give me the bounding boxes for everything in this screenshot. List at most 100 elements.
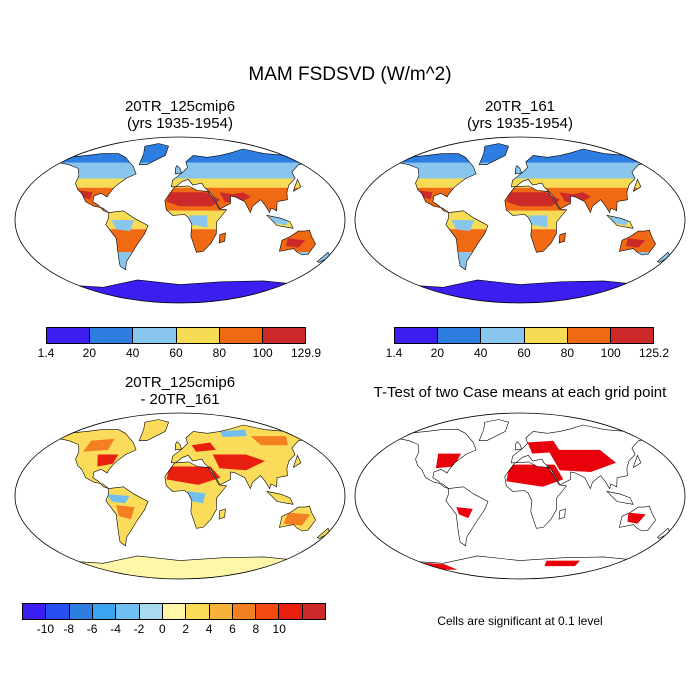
coastline-indonesia [606, 214, 634, 229]
coastline-madagascar [558, 508, 566, 520]
panel4-title: T-Test of two Case means at each grid po… [350, 384, 690, 401]
cb3-tick-label: -6 [86, 622, 98, 636]
cb3-swatch [69, 604, 93, 619]
coastline-antarctica [59, 279, 302, 303]
cb3-swatch [279, 604, 303, 619]
high-value-region [419, 190, 433, 200]
coastline-indonesia [266, 214, 294, 229]
coastline-madagascar [218, 508, 226, 520]
map-panel-case2 [354, 136, 686, 304]
figure-title: MAM FSDSVD (W/m^2) [248, 64, 452, 85]
cb3-swatch [116, 604, 140, 619]
cb2-tick-label: 60 [517, 346, 531, 360]
coastline-indonesia [266, 490, 294, 505]
cb3-tick-label: -10 [36, 622, 55, 636]
coastline-eurasia [511, 148, 651, 214]
cb3-swatch [162, 604, 187, 619]
coastline-africa [504, 461, 568, 529]
coastline-uk [514, 441, 523, 451]
positive-diff-region [166, 466, 221, 485]
panel4-title-line1: T-Test of two Case means at each grid po… [373, 384, 667, 401]
cb1-tick-label: 129.9 [290, 346, 322, 360]
panel3-title: 20TR_125cmip6 - 20TR_161 [30, 374, 330, 408]
cb2-swatch [524, 328, 568, 343]
cb3-swatch [23, 604, 47, 619]
cb3-swatch [232, 604, 257, 619]
cb3-tick-label: 10 [272, 622, 286, 636]
low-value-region [111, 220, 135, 232]
coastline-uk [174, 441, 183, 451]
significant-cells [527, 440, 561, 454]
low-value-region [269, 215, 290, 226]
cb3-swatch [92, 604, 117, 619]
coastline-southamerica [445, 486, 489, 547]
subtropic-band [400, 178, 671, 188]
coastline-africa [164, 461, 228, 529]
coastline-japan [293, 454, 302, 469]
map-boundary [14, 412, 346, 580]
cb2-tick-label: 100 [600, 346, 621, 360]
map-boundary [354, 136, 686, 304]
high-value-region [506, 192, 561, 207]
coastline-australia [279, 505, 316, 532]
coastline-antarctica [399, 555, 642, 579]
cb1-swatch [176, 328, 220, 343]
coastline-africa [504, 185, 568, 253]
colorbar-case2-labels: 1.4 20 40 60 80 100 125.2 [386, 346, 669, 362]
significant-cells [456, 507, 473, 519]
map-panel-ttest [354, 412, 686, 580]
cb3-tick-label: -2 [133, 622, 145, 636]
colorbar-difference [22, 603, 326, 620]
coastline-southamerica [445, 210, 489, 271]
cb2-swatch [481, 328, 525, 343]
coastline-greenland [478, 419, 509, 442]
high-value-region [625, 238, 646, 248]
map-panel-difference [14, 412, 346, 580]
cb3-swatch [139, 604, 163, 619]
cb1-swatch [47, 328, 91, 343]
coastline-japan [293, 178, 302, 193]
colorbar-case1-labels: 1.4 20 40 60 80 100 129.9 [38, 346, 321, 362]
colorbar-case1 [46, 327, 306, 344]
cb3-tick-label: -4 [110, 622, 121, 636]
panel1-title-line2: (yrs 1935-1954) [127, 115, 233, 132]
cb2-tick-label: 125.2 [638, 346, 670, 360]
coastline-eurasia [171, 148, 311, 214]
cb1-swatch [219, 328, 263, 343]
low-value-region [609, 215, 630, 226]
cb1-swatch [262, 328, 306, 343]
cb3-swatch [209, 604, 233, 619]
low-value-region [189, 215, 208, 228]
coastline-eurasia [171, 424, 311, 490]
low-value-region [451, 220, 475, 232]
cb3-tick-label: 8 [252, 622, 260, 636]
coastline-northamerica [399, 429, 477, 489]
cb2-tick-label: 80 [560, 346, 575, 360]
coastline-eurasia [511, 424, 651, 490]
cb1-swatch [90, 328, 134, 343]
midlat-band [60, 162, 331, 179]
panel1-title: 20TR_125cmip6 (yrs 1935-1954) [30, 98, 330, 132]
negative-diff-region [106, 494, 130, 504]
cb1-tick-label: 40 [125, 346, 140, 360]
coastline-southamerica [105, 486, 149, 547]
cb2-swatch [395, 328, 439, 343]
coastline-greenland [138, 143, 169, 166]
significant-cells [506, 464, 564, 487]
moderate-diff-region [250, 436, 288, 446]
cb3-tick-label: 2 [182, 622, 190, 636]
cb2-tick-label: 40 [473, 346, 488, 360]
panel2-title: 20TR_161 (yrs 1935-1954) [370, 98, 670, 132]
cb1-tick-label: 100 [252, 346, 273, 360]
cb3-tick-label: 6 [229, 622, 236, 636]
coastline-northamerica [399, 153, 477, 213]
midlat-band [400, 162, 671, 179]
cb3-tick-label: 4 [205, 622, 213, 636]
panel1-title-line1: 20TR_125cmip6 [124, 98, 236, 115]
coastline-australia [279, 229, 316, 256]
coastline-uk [514, 165, 523, 175]
negative-diff-region [220, 429, 248, 437]
significant-cells [548, 449, 616, 472]
ocean-background [355, 137, 685, 303]
coastline-africa [164, 185, 228, 253]
